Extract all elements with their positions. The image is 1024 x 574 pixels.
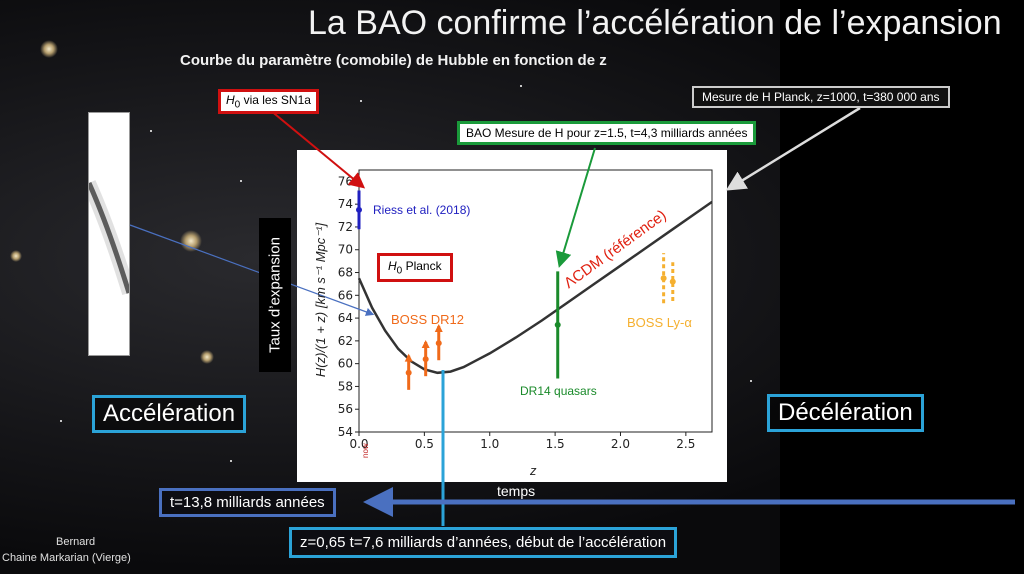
y-tick-label: 58	[338, 379, 353, 393]
boss-lya-label: BOSS Ly-α	[627, 315, 692, 330]
plot-frame	[358, 169, 713, 433]
x-axis-label: z	[530, 463, 537, 478]
y-tick-label: 70	[338, 243, 353, 257]
background-galaxy	[180, 230, 202, 252]
y-tick-label: 68	[338, 266, 353, 280]
slide-subtitle: Courbe du paramètre (comobile) de Hubble…	[180, 52, 607, 69]
h0-planck-callout: H0 Planck	[377, 253, 453, 283]
h0-sn1a-symbol: H	[226, 93, 235, 107]
background-star	[230, 460, 232, 462]
h0-planck-text: Planck	[402, 259, 442, 273]
boss-dr12-point	[405, 369, 412, 376]
y-tick-label: 62	[338, 334, 353, 348]
error-bars	[356, 190, 676, 390]
riess-point	[356, 206, 362, 213]
credit-author: Bernard	[56, 536, 96, 548]
strip-to-chart-arrow	[129, 224, 375, 316]
now-label: now	[361, 443, 370, 458]
x-tick-label: 0.5	[415, 437, 434, 451]
background-galaxy	[40, 40, 58, 58]
riess-label: Riess et al. (2018)	[373, 203, 471, 217]
boss-dr12-point	[435, 340, 442, 347]
y-tick-label: 72	[338, 220, 353, 234]
y-tick-label: 60	[338, 357, 353, 371]
chart-panel	[297, 150, 727, 482]
acceleration-start-box: z=0,65 t=7,6 milliards d’années, début d…	[289, 527, 678, 558]
background-star	[150, 130, 152, 132]
deceleration-label: Décélération	[767, 394, 924, 432]
dr14-point	[554, 321, 561, 328]
x-tick-label: 0.0	[349, 437, 368, 451]
y-tick-label: 74	[338, 197, 353, 211]
bao-arrow	[555, 147, 596, 268]
expansion-rate-label: Taux d’expansion	[266, 237, 284, 353]
boss-dr12-arrowhead	[421, 340, 430, 349]
current-age-box: t=13,8 milliards années	[159, 488, 336, 517]
time-label: temps	[497, 483, 536, 499]
boss-dr12-label: BOSS DR12	[391, 312, 464, 327]
x-tick-label: 1.0	[480, 437, 499, 451]
background-star	[360, 100, 362, 102]
background-star	[520, 85, 522, 87]
background-star	[60, 420, 62, 422]
y-tick-label: 54	[338, 425, 353, 439]
credit-object: Chaine Markarian (Vierge)	[2, 552, 131, 564]
x-tick-label: 2.5	[676, 437, 695, 451]
h0-planck-subscript: 0	[396, 265, 403, 277]
bao-callout: BAO Mesure de H pour z=1.5, t=4,3 millia…	[457, 121, 757, 145]
y-tick-label: 56	[338, 402, 353, 416]
sn1a-arrow	[269, 109, 366, 189]
boss-dr12-arrowhead	[434, 324, 443, 333]
h0-planck-symbol: H	[388, 259, 397, 273]
x-tick-label: 1.5	[546, 437, 565, 451]
background-galaxy	[10, 250, 22, 262]
slide-title: La BAO confirme l’accélération de l’expa…	[308, 4, 1002, 42]
planck-arrow	[725, 106, 861, 191]
axis-ticks: 0.0 0.5 1.0 1.5 2.0 2.5 54 56 58 60 62 64 66 68 70 72 74…	[338, 174, 696, 451]
h0-sn1a-subscript: 0	[234, 99, 241, 111]
y-tick-label: 64	[338, 311, 353, 325]
planck-callout: Mesure de H Planck, z=1000, t=380 000 an…	[692, 86, 950, 108]
spectrum-strip-image	[88, 112, 130, 356]
background-galaxy	[200, 350, 214, 364]
x-tick-label: 2.0	[611, 437, 630, 451]
boss-lya-point	[669, 278, 676, 285]
acceleration-label: Accélération	[92, 395, 247, 433]
h0-sn1a-callout: H0 via les SN1a	[218, 89, 319, 115]
h0-sn1a-text: via les SN1a	[240, 93, 311, 107]
background-star	[240, 180, 242, 182]
boss-lya-point	[660, 275, 667, 282]
y-tick-label: 66	[338, 288, 353, 302]
boss-dr12-point	[422, 356, 429, 363]
y-axis-label: H(z)/(1 + z) [km s⁻¹ Mpc⁻¹]	[313, 222, 328, 378]
boss-dr12-arrowhead	[404, 353, 413, 362]
dr14-label: DR14 quasars	[520, 384, 597, 398]
lcdm-curve	[357, 200, 713, 375]
background-star	[750, 380, 752, 382]
expansion-rate-label-box: Taux d’expansion	[259, 218, 291, 372]
